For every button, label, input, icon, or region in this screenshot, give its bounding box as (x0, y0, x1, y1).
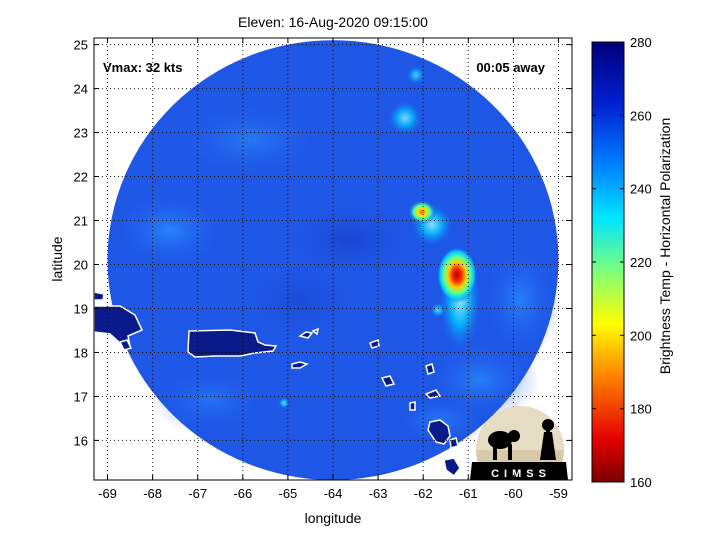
y-tick-label: 22 (74, 170, 88, 185)
x-tick-label: -61 (459, 486, 478, 501)
y-tick-label: 17 (74, 389, 88, 404)
y-tick-label: 18 (74, 345, 88, 360)
grid-lines (94, 38, 572, 480)
y-tick-label: 20 (74, 257, 88, 272)
y-tick-label: 23 (74, 126, 88, 141)
swath-texture (110, 100, 560, 445)
x-tick-label: -68 (143, 486, 162, 501)
x-tick-label: -64 (324, 486, 343, 501)
y-tick-label: 25 (74, 38, 88, 53)
colorbar-tick-label: 200 (630, 328, 652, 343)
y-tick-label: 16 (74, 433, 88, 448)
puerto-rico-island (187, 329, 278, 358)
colorbar-tick-label: 240 (630, 182, 652, 197)
vmax-label: Vmax: 32 kts (103, 60, 183, 75)
hispaniola-island (94, 305, 144, 348)
logo-text: CIMSS (491, 468, 551, 480)
x-axis-ticks: -69 -68 -67 -66 -65 -64 -63 -62 -61 -60 -59 (98, 38, 568, 501)
x-tick-label: -65 (279, 486, 298, 501)
plot-title: Eleven: 16-Aug-2020 09:15:00 (238, 14, 428, 30)
y-axis-label: latitude (49, 236, 65, 281)
y-tick-label: 19 (74, 301, 88, 316)
x-tick-label: -63 (369, 486, 388, 501)
coastlines (94, 291, 461, 478)
x-tick-label: -59 (549, 486, 568, 501)
x-axis-label: longitude (305, 510, 362, 526)
time-away-label: 00:05 away (476, 60, 545, 75)
colorbar-tick-label: 160 (630, 475, 652, 490)
cimss-logo: CIMSS (470, 406, 568, 480)
x-tick-label: -60 (504, 486, 523, 501)
convective-features (278, 65, 482, 409)
y-axis-ticks: 16 17 18 19 20 21 22 23 24 25 (74, 38, 572, 448)
x-tick-label: -62 (414, 486, 433, 501)
colorbar-tick-label: 280 (630, 35, 652, 50)
colorbar-tick-label: 260 (630, 108, 652, 123)
colorbar-label: Brightness Temp - Horizontal Polarizatio… (657, 118, 673, 375)
y-tick-label: 24 (74, 82, 88, 97)
x-tick-label: -66 (233, 486, 252, 501)
x-tick-label: -69 (98, 486, 117, 501)
colorbar (591, 41, 625, 483)
x-tick-label: -67 (188, 486, 207, 501)
y-tick-label: 21 (74, 214, 88, 229)
colorbar-tick-label: 180 (630, 402, 652, 417)
colorbar-tick-label: 220 (630, 255, 652, 270)
colorbar-ticks: 160 180 200 220 240 260 280 (592, 35, 652, 490)
